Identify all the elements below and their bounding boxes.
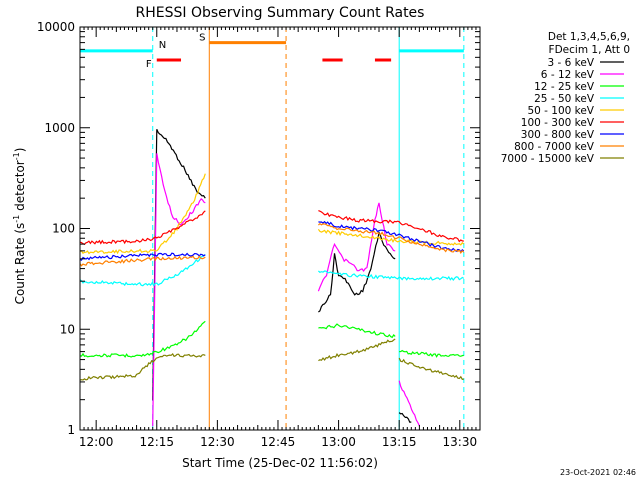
legend-entry-label: 800 - 7000 keV (514, 141, 595, 153)
vertical-markers (79, 27, 465, 430)
flag-label: N (159, 40, 166, 51)
chart-title: RHESSI Observing Summary Count Rates (136, 5, 425, 21)
y-axis-label: Count Rate (s-1 detector-1) (12, 148, 27, 305)
legend: Det 1,3,4,5,6,9,FDecim 1, Att 03 - 6 keV… (501, 31, 630, 165)
timestamp-footer: 23-Oct-2021 02:46 (560, 468, 636, 477)
series-line (318, 222, 465, 255)
series-line (79, 173, 206, 255)
series-line (398, 412, 412, 423)
series-line (317, 270, 465, 281)
series-line (318, 230, 396, 313)
x-tick-label: 13:15 (382, 435, 417, 449)
series-line (318, 323, 396, 339)
series-line (399, 349, 464, 358)
legend-entry-label: 50 - 100 keV (527, 105, 594, 117)
x-tick-label: 13:30 (443, 435, 478, 449)
legend-header: Det 1,3,4,5,6,9, (548, 31, 630, 43)
legend-entry-label: 12 - 25 keV (534, 81, 595, 93)
y-tick-label: 1 (67, 423, 75, 437)
legend-entry-label: 25 - 50 keV (534, 93, 595, 105)
series-line (79, 352, 206, 381)
series-layer (79, 129, 465, 427)
axes: 1 10 100 1000 10000 12:00 12:15 12:30 12:45 13:00… (37, 20, 481, 449)
legend-entry-label: 300 - 800 keV (521, 129, 595, 141)
series-line (318, 338, 396, 362)
y-tick-label: 10 (60, 322, 75, 336)
legend-entry-label: 3 - 6 keV (547, 57, 594, 69)
series-line (152, 129, 206, 401)
series-line (79, 255, 206, 267)
series-line (79, 320, 206, 358)
series-line (398, 380, 420, 427)
series-line (317, 228, 465, 246)
series-line (318, 220, 465, 253)
series-line (318, 210, 464, 243)
legend-entry-label: 6 - 12 keV (541, 69, 595, 81)
series-line (152, 153, 206, 427)
y-tick-label: 10000 (37, 20, 75, 34)
series-line (317, 202, 396, 292)
x-axis-label: Start Time (25-Dec-02 11:56:02) (182, 456, 378, 470)
flag-bars: N S F (80, 33, 464, 70)
y-tick-label: 1000 (44, 121, 75, 135)
legend-entry-label: 100 - 300 keV (521, 117, 595, 129)
legend-header: FDecim 1, Att 0 (549, 44, 630, 56)
flag-label: S (199, 33, 205, 44)
y-tick-label: 100 (52, 222, 75, 236)
x-tick-label: 13:00 (321, 435, 356, 449)
flag-label: F (146, 59, 152, 70)
legend-entry-label: 7000 - 15000 keV (501, 153, 595, 165)
x-tick-label: 12:45 (261, 435, 296, 449)
series-line (79, 252, 206, 261)
series-line (79, 210, 206, 246)
x-tick-label: 12:00 (79, 435, 114, 449)
series-line (398, 357, 464, 380)
x-tick-label: 12:15 (139, 435, 174, 449)
series-line (79, 254, 206, 287)
x-tick-label: 12:30 (200, 435, 235, 449)
